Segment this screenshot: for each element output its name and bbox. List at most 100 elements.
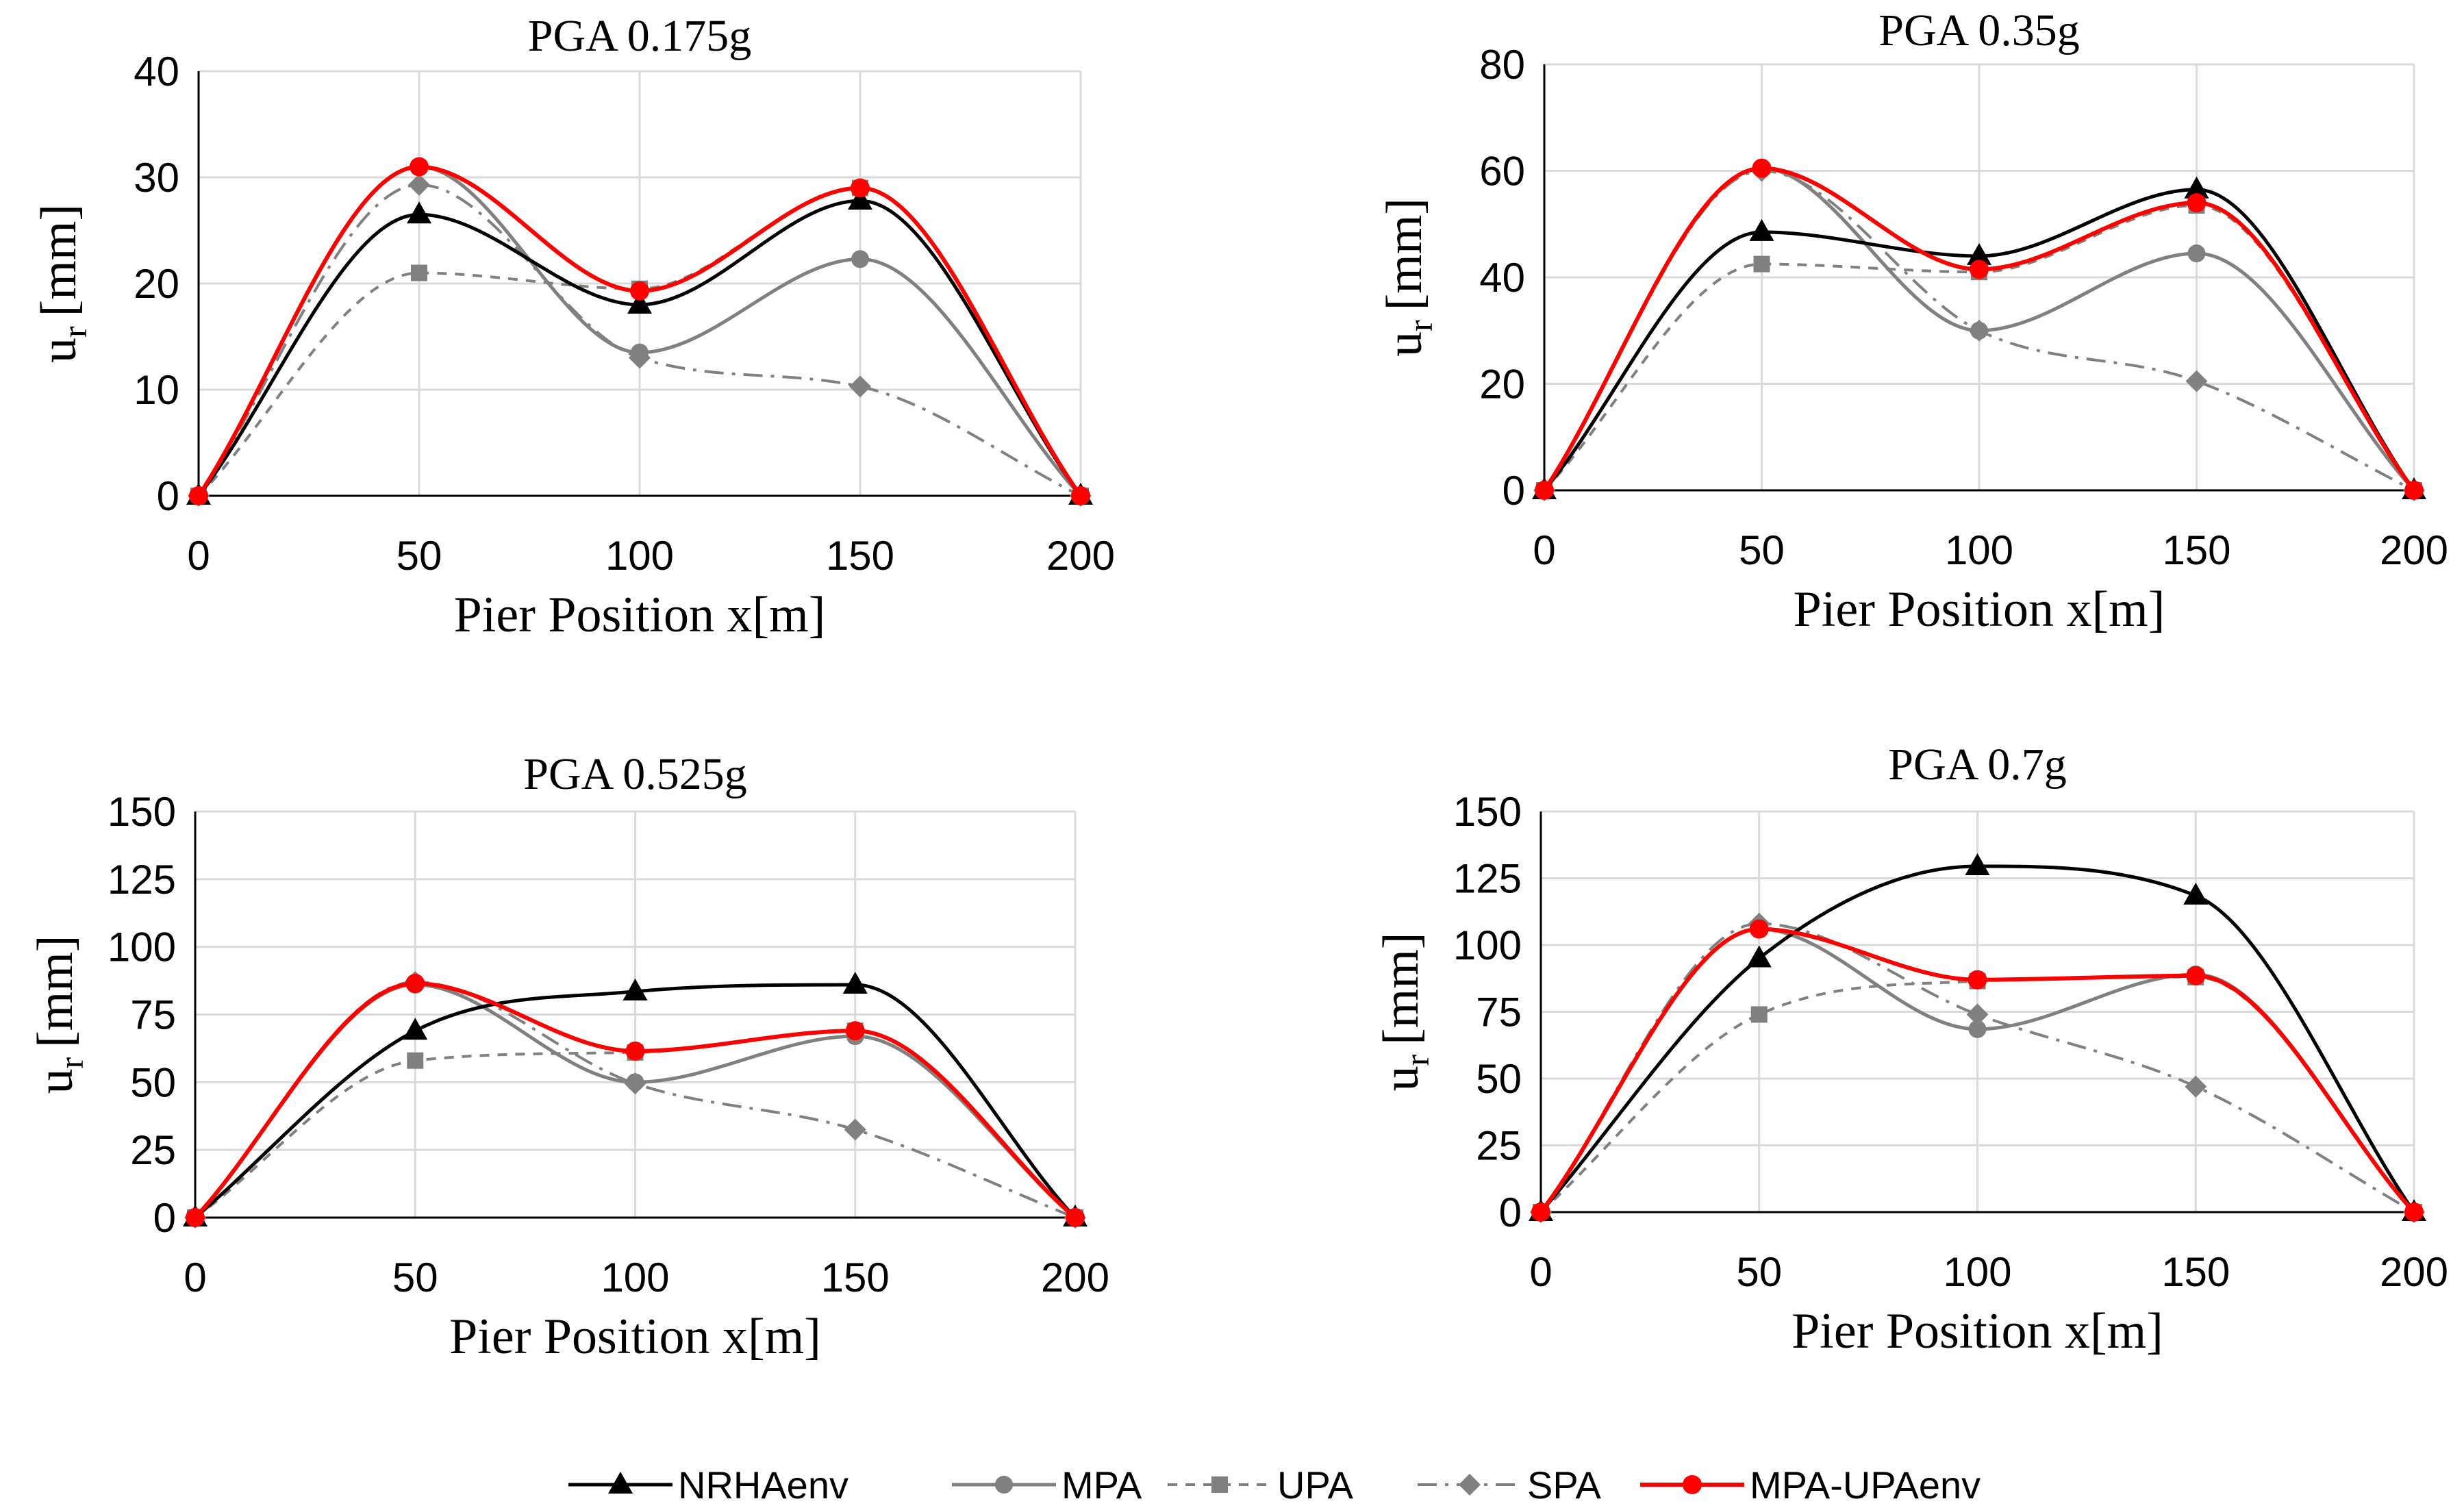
legend-item: MPA (952, 1463, 1142, 1507)
data-point (1071, 486, 1090, 505)
x-tick-label: 150 (2162, 527, 2230, 573)
data-point (845, 1021, 865, 1041)
data-point (1749, 218, 1774, 241)
y-tick-label: 50 (1476, 1056, 1522, 1102)
chart-3: 0 25 50 75 100 125 150 0 50 100 150 200 PGA 0.525g Pi… (27, 749, 1109, 1365)
data-point (1966, 1003, 1989, 1026)
y-axis-symbol: u (1376, 331, 1433, 357)
y-tick-label: 125 (108, 857, 176, 903)
data-point (623, 978, 648, 1001)
y-axis-subscript: r (1401, 320, 1440, 331)
y-tick-label: 100 (1453, 922, 1522, 968)
x-axis-title: Pier Position x[m] (449, 1309, 821, 1365)
data-point (631, 343, 649, 362)
x-tick-label: 150 (2161, 1249, 2230, 1295)
y-tick-label: 40 (134, 49, 179, 95)
y-tick-label: 50 (130, 1059, 176, 1105)
x-tick-label: 0 (184, 1255, 206, 1300)
y-axis-unit: [mm] (1376, 198, 1433, 310)
data-point (407, 1052, 424, 1069)
y-tick-label: 20 (134, 261, 179, 307)
legend-item: NRHAenv (568, 1463, 848, 1507)
series-mpa-upaenv (189, 157, 1090, 505)
data-point (626, 1073, 644, 1092)
y-tick-label: 0 (157, 473, 179, 519)
chart-4: 0 25 50 75 100 125 150 0 50 100 150 200 PGA 0.7g Pier… (1373, 740, 2448, 1359)
x-axis-title: Pier Position x[m] (1794, 581, 2165, 638)
data-point (1750, 1006, 1768, 1023)
y-axis-subscript: r (55, 326, 94, 338)
legend-label: UPA (1277, 1463, 1354, 1507)
series-line (1543, 169, 2415, 492)
data-point (2183, 882, 2209, 905)
data-point (1970, 260, 1989, 279)
gridlines (1541, 810, 2415, 1212)
data-point (627, 292, 652, 314)
y-axis-title: ur [mm] (27, 935, 90, 1094)
y-tick-label: 0 (1499, 1190, 1522, 1235)
legend-item: SPA (1418, 1463, 1602, 1507)
data-point (2185, 1075, 2207, 1098)
x-tick-label: 50 (1739, 527, 1785, 573)
data-point (189, 486, 208, 505)
data-point (1746, 945, 1772, 968)
data-point (1968, 970, 1987, 990)
y-tick-label: 0 (1503, 468, 1525, 514)
series-mpa-upaenv (1531, 919, 2424, 1222)
data-point (1970, 321, 1988, 340)
data-point (2404, 1203, 2424, 1222)
y-tick-label: 150 (108, 789, 176, 835)
data-point (851, 250, 869, 268)
data-point (1531, 1203, 1550, 1222)
y-tick-label: 30 (134, 155, 179, 201)
data-point (410, 157, 429, 177)
legend-item: MPA-UPAenv (1640, 1463, 1981, 1507)
data-point (2187, 244, 2206, 263)
x-tick-label: 50 (392, 1255, 438, 1300)
y-axis-symbol: u (31, 338, 87, 363)
series-mpa-upaenv (186, 974, 1085, 1227)
x-tick-label: 100 (601, 1255, 669, 1300)
y-axis-unit: [mm] (31, 204, 87, 316)
data-point (2184, 176, 2209, 199)
x-tick-label: 0 (187, 533, 210, 579)
y-axis-title: ur [mm] (1376, 198, 1440, 357)
y-tick-label: 20 (1479, 362, 1525, 407)
data-point (1749, 919, 1769, 939)
data-point (1066, 1208, 1085, 1227)
x-tick-label: 0 (1533, 527, 1555, 573)
data-point (1967, 242, 1991, 265)
chart-title: PGA 0.175g (528, 11, 751, 61)
chart-title: PGA 0.35g (1878, 5, 2079, 55)
x-tick-label: 50 (1736, 1249, 1782, 1295)
x-axis-title: Pier Position x[m] (1792, 1303, 2163, 1359)
legend: NRHAenv MPA UPA SPA MPA-UPAenv (568, 1463, 1981, 1507)
data-point (842, 972, 868, 994)
data-point (411, 264, 427, 281)
data-point (408, 173, 430, 196)
y-tick-label: 100 (108, 924, 176, 970)
data-point (1965, 853, 1990, 875)
data-point (405, 974, 425, 994)
y-axis-symbol: u (27, 1069, 84, 1094)
data-point (2186, 966, 2206, 985)
x-tick-label: 200 (1046, 533, 1115, 579)
y-tick-label: 125 (1453, 856, 1522, 902)
legend-item: UPA (1168, 1463, 1354, 1507)
y-axis-subscript: r (1398, 1055, 1436, 1066)
data-point (1753, 255, 1770, 273)
chart-2: 0 20 40 60 80 0 50 100 150 200 PGA 0.35g Pier Posit… (1376, 5, 2448, 638)
x-tick-label: 100 (605, 533, 674, 579)
legend-marker (1211, 1476, 1228, 1493)
y-axis-subscript: r (52, 1057, 90, 1069)
data-point (1968, 1020, 1987, 1038)
data-point (1535, 481, 1554, 500)
y-tick-label: 40 (1479, 255, 1525, 301)
y-tick-label: 75 (130, 992, 176, 1038)
data-point (186, 1208, 205, 1227)
legend-marker (995, 1476, 1013, 1494)
data-point (2187, 193, 2207, 213)
legend-marker (608, 1472, 633, 1494)
